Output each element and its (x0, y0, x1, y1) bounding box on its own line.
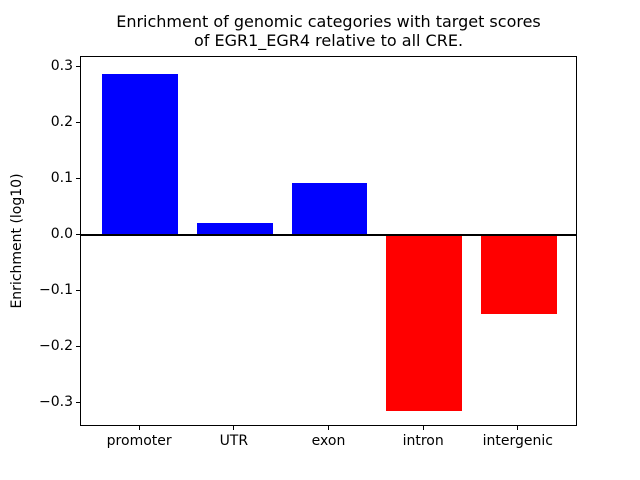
y-tick-mark (76, 401, 80, 403)
y-tick-mark (76, 345, 80, 347)
chart-title: Enrichment of genomic categories with ta… (116, 12, 541, 50)
x-tick-mark (138, 426, 140, 430)
x-tick-mark (328, 426, 329, 430)
bar-UTR (196, 222, 273, 236)
x-tick-label-intron: intron (402, 433, 444, 449)
bar-exon (291, 183, 368, 236)
x-tick-label-UTR: UTR (219, 433, 249, 449)
zero-line (81, 234, 576, 237)
y-tick-mark (76, 233, 80, 235)
x-tick-mark (422, 426, 424, 430)
y-tick-mark (76, 65, 80, 67)
x-tick-label-promoter: promoter (106, 433, 172, 449)
y-tick-label: 0.3 (50, 58, 73, 75)
y-tick-label: 0.0 (50, 226, 73, 243)
y-tick-label: 0.1 (50, 170, 73, 187)
y-tick-mark (76, 289, 80, 291)
y-tick-label: −0.2 (39, 338, 73, 355)
x-tick-mark (233, 426, 235, 430)
x-tick-label-intergenic: intergenic (482, 433, 553, 449)
bar-intron (386, 235, 463, 411)
y-tick-label: −0.1 (39, 282, 73, 299)
y-tick-label: −0.3 (39, 394, 73, 411)
y-tick-label: 0.2 (50, 114, 73, 131)
bar-intergenic (480, 235, 557, 315)
x-tick-label-exon: exon (311, 433, 346, 449)
y-tick-mark (76, 177, 80, 179)
x-tick-mark (517, 426, 519, 430)
y-tick-mark (76, 121, 80, 123)
bar-promoter (102, 74, 179, 236)
plot-area (80, 56, 577, 426)
